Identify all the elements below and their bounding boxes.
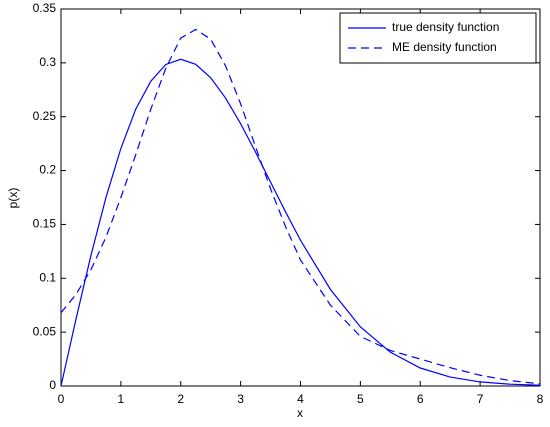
x-tick-label: 2	[177, 392, 184, 406]
x-tick-label: 4	[297, 392, 304, 406]
x-tick-label: 5	[357, 392, 364, 406]
series-line	[60, 58, 541, 387]
y-tick-label: 0.05	[33, 324, 57, 338]
x-tick-label: 3	[237, 392, 244, 406]
x-tick-label: 6	[417, 392, 424, 406]
legend-box	[339, 12, 537, 64]
series-line	[60, 28, 541, 385]
y-tick-label: 0.15	[33, 217, 57, 231]
y-axis-label: p(x)	[6, 188, 20, 209]
y-tick-label: 0	[49, 378, 56, 392]
x-tick-label: 7	[477, 392, 484, 406]
y-tick-label: 0.2	[39, 163, 56, 177]
x-axis-label: x	[297, 406, 303, 420]
plot-area	[60, 8, 541, 387]
x-tick-label: 1	[118, 392, 125, 406]
x-tick-label: 0	[58, 392, 65, 406]
x-tick-label: 8	[537, 392, 544, 406]
legend-label: true density function	[392, 20, 499, 34]
legend-label: ME density function	[392, 40, 497, 54]
y-tick-label: 0.1	[39, 270, 56, 284]
y-tick-label: 0.3	[39, 55, 56, 69]
y-tick-label: 0.25	[33, 109, 57, 123]
y-tick-label: 0.35	[33, 1, 57, 15]
